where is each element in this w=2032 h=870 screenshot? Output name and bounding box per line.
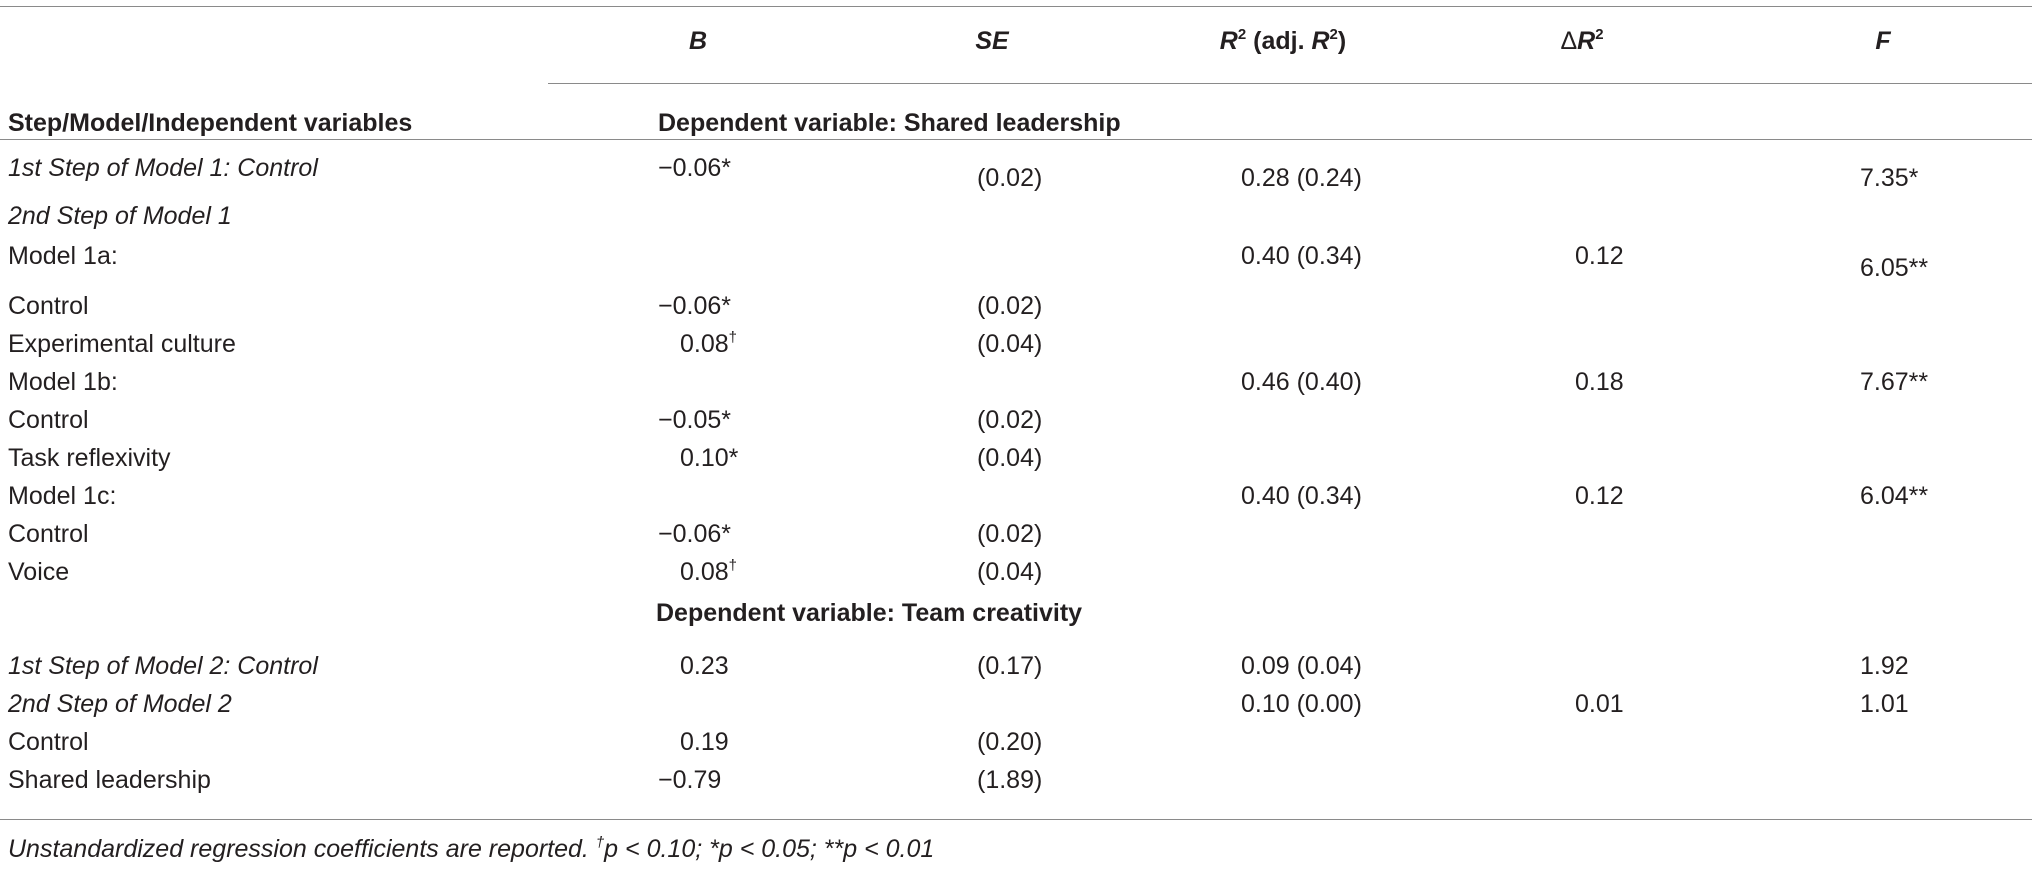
row-label: Shared leadership: [8, 766, 211, 794]
col-header-f: F: [1875, 27, 1891, 55]
row-label: Task reflexivity: [8, 444, 171, 472]
cell-b: −0.79: [658, 766, 722, 794]
row-label: 1st Step of Model 1: Control: [8, 154, 318, 182]
header-subrule: [548, 83, 2032, 84]
row-label: Control: [8, 292, 89, 320]
cell-se: (0.02): [977, 406, 1043, 434]
cell-f: 7.67**: [1860, 368, 1929, 396]
cell-f: 7.35*: [1860, 164, 1919, 192]
row-label: Control: [8, 406, 89, 434]
col-header-b: B: [688, 27, 708, 55]
cell-se: (0.04): [977, 558, 1043, 586]
row-label: Model 1b:: [8, 368, 118, 396]
row-label: 2nd Step of Model 1: [8, 202, 232, 230]
col-header-se: SE: [975, 27, 1009, 55]
row-label: Model 1a:: [8, 242, 118, 270]
cell-b: −0.06*: [658, 520, 731, 548]
col-header-delta-r2: ΔR2: [1560, 25, 1604, 55]
cell-b: 0.19: [680, 728, 729, 756]
cell-se: (1.89): [977, 766, 1043, 794]
cell-b: 0.10*: [680, 444, 739, 472]
cell-delta-r2: 0.18: [1575, 368, 1624, 396]
cell-r2: 0.09 (0.04): [1241, 652, 1362, 680]
table-footnote: Unstandardized regression coefficients a…: [8, 833, 935, 863]
cell-r2: 0.28 (0.24): [1241, 164, 1362, 192]
col-header-r2: R2 (adj. R2): [1219, 25, 1347, 55]
cell-r2: 0.10 (0.00): [1241, 690, 1362, 718]
cell-delta-r2: 0.12: [1575, 482, 1624, 510]
cell-b: −0.05*: [658, 406, 731, 434]
cell-b: −0.06*: [658, 154, 731, 182]
cell-f: 6.04**: [1860, 482, 1929, 510]
cell-b: 0.23: [680, 652, 729, 680]
row-label: Control: [8, 728, 89, 756]
section-title-team-creativity: Dependent variable: Team creativity: [656, 599, 1083, 627]
section-title-shared-leadership: Dependent variable: Shared leadership: [658, 109, 1121, 137]
cell-delta-r2: 0.12: [1575, 242, 1624, 270]
cell-b: 0.08†: [680, 328, 738, 358]
bottom-rule: [0, 819, 2032, 820]
cell-se: (0.02): [977, 292, 1043, 320]
section-rule: [0, 139, 2032, 140]
cell-se: (0.02): [977, 520, 1043, 548]
cell-se: (0.04): [977, 444, 1043, 472]
cell-se: (0.17): [977, 652, 1043, 680]
cell-se: (0.20): [977, 728, 1043, 756]
row-label: 1st Step of Model 2: Control: [8, 652, 318, 680]
top-rule: [0, 6, 2032, 7]
row-label: 2nd Step of Model 2: [8, 690, 232, 718]
cell-f: 1.92: [1860, 652, 1909, 680]
cell-se: (0.04): [977, 330, 1043, 358]
row-label: Voice: [8, 558, 70, 586]
cell-se: (0.02): [977, 164, 1043, 192]
cell-r2: 0.46 (0.40): [1241, 368, 1362, 396]
cell-b: −0.06*: [658, 292, 731, 320]
cell-delta-r2: 0.01: [1575, 690, 1624, 718]
row-header-label: Step/Model/Independent variables: [8, 109, 413, 137]
cell-b: 0.08†: [680, 556, 738, 586]
cell-f: 6.05**: [1860, 254, 1929, 282]
cell-f: 1.01: [1860, 690, 1909, 718]
row-label: Model 1c:: [8, 482, 117, 510]
cell-r2: 0.40 (0.34): [1241, 242, 1362, 270]
cell-r2: 0.40 (0.34): [1241, 482, 1362, 510]
row-label: Experimental culture: [8, 330, 236, 358]
row-label: Control: [8, 520, 89, 548]
